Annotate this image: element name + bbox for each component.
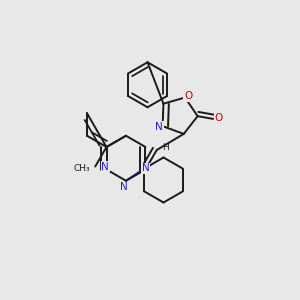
Text: N: N bbox=[155, 122, 163, 132]
Text: O: O bbox=[184, 91, 192, 101]
Text: O: O bbox=[214, 113, 223, 123]
Text: H: H bbox=[162, 142, 169, 152]
Text: N: N bbox=[120, 182, 128, 192]
Text: CH₃: CH₃ bbox=[73, 164, 90, 173]
Text: N: N bbox=[142, 163, 149, 173]
Text: N: N bbox=[101, 161, 109, 172]
